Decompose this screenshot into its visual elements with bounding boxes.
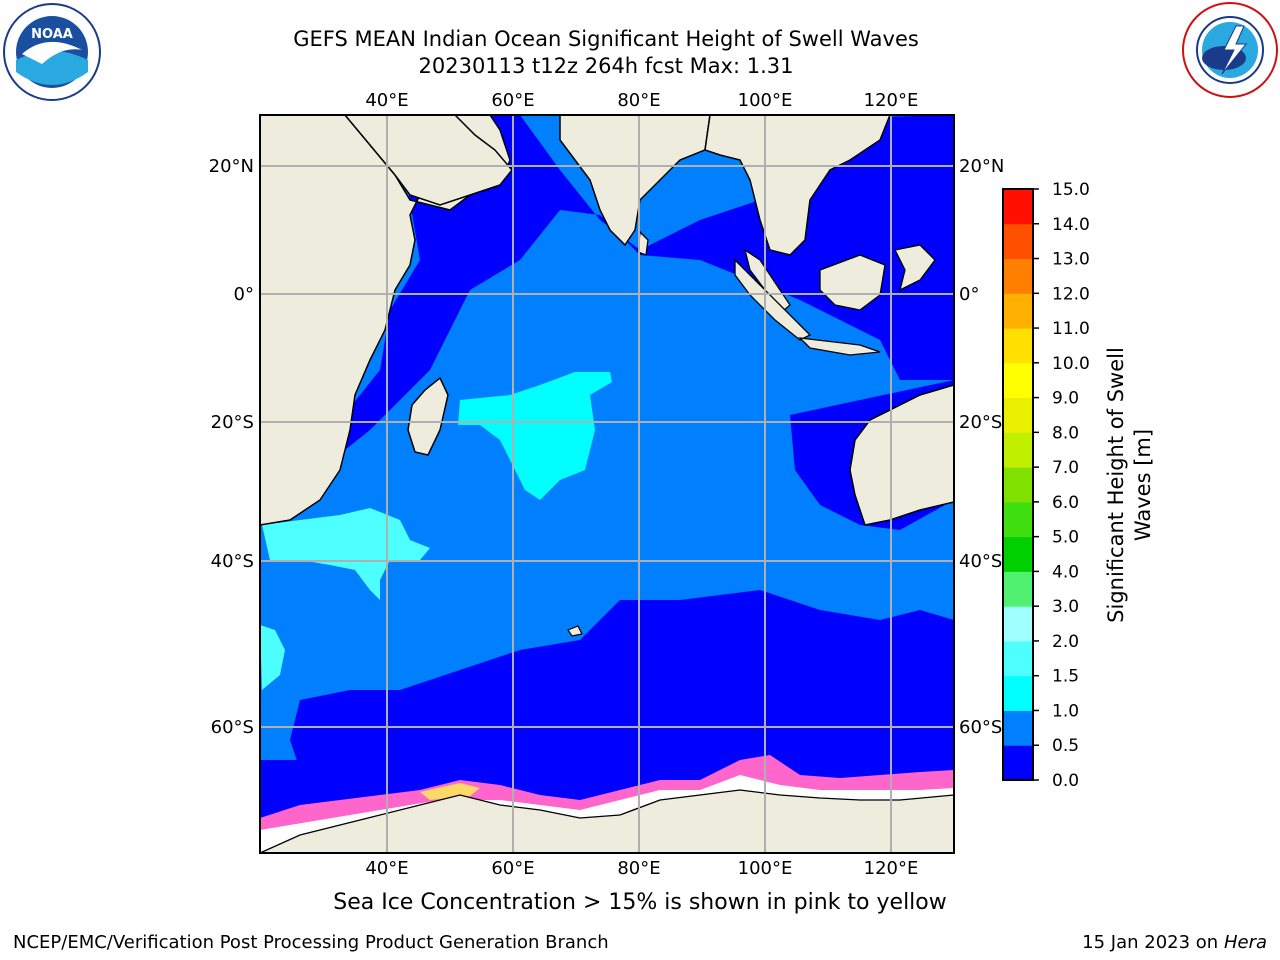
land-india	[559, 115, 711, 247]
footer-host: Hera	[1223, 932, 1267, 953]
lon-tick-bottom: 60°E	[491, 858, 534, 879]
footer-credit: NCEP/EMC/Verification Post Processing Pr…	[13, 932, 609, 953]
lon-tick-bottom: 80°E	[617, 858, 660, 879]
svg-text:NOAA: NOAA	[31, 27, 73, 42]
colorbar-tick-label: 0.0	[1052, 771, 1079, 791]
colorbar-tick-label: 3.0	[1052, 597, 1079, 617]
land-australia	[849, 384, 954, 526]
lon-tick-top: 120°E	[864, 90, 919, 111]
colorbar-band	[1003, 710, 1033, 746]
colorbar-tick-label: 6.0	[1052, 493, 1079, 513]
colorbar-tick-label: 4.0	[1052, 562, 1079, 582]
swell-band-0-0.5-south	[290, 590, 954, 810]
colorbar-band	[1003, 467, 1033, 503]
land-madagascar	[407, 376, 449, 456]
map-plot-area	[260, 115, 954, 853]
land-eastern-islands	[894, 244, 936, 292]
map-frame	[259, 114, 955, 854]
colorbar-tick-label: 5.0	[1052, 528, 1079, 548]
colorbar-band	[1003, 362, 1033, 399]
colorbar-band	[1003, 536, 1033, 572]
colorbar-band	[1003, 606, 1033, 642]
lat-tick-right: 20°N	[959, 156, 1004, 177]
colorbar-tick-label: 15.0	[1052, 180, 1090, 200]
colorbar-band	[1003, 397, 1033, 433]
colorbar-label-line1: Significant Height of Swell	[1104, 347, 1128, 623]
lat-tick-left: 0°	[234, 284, 254, 305]
lon-tick-bottom: 100°E	[738, 858, 793, 879]
footer-date-text: 15 Jan 2023 on	[1082, 932, 1224, 953]
swell-band-1.0-1.5-central	[458, 372, 612, 500]
map-gridlines	[260, 115, 954, 853]
colorbar-tick-label: 7.0	[1052, 458, 1079, 478]
colorbar-band	[1003, 293, 1033, 329]
colorbar-tick-label: 9.0	[1052, 389, 1079, 409]
colorbar-band	[1003, 640, 1033, 677]
colorbar-label-line2: Waves [m]	[1131, 429, 1155, 541]
colorbar-tick-label: 1.0	[1052, 701, 1079, 721]
chart-title: GEFS MEAN Indian Ocean Significant Heigh…	[293, 27, 919, 51]
colorbar-tick-label: 0.5	[1052, 736, 1079, 756]
colorbar-tick-label: 11.0	[1052, 319, 1090, 339]
colorbar-tick-label: 13.0	[1052, 250, 1090, 270]
colorbar-band	[1003, 328, 1033, 364]
colorbar-band	[1003, 432, 1033, 468]
sea-ice-edge	[260, 755, 954, 840]
colorbar-band	[1003, 571, 1033, 607]
land-malay-peninsula	[743, 248, 791, 313]
lat-tick-right: 40°S	[959, 551, 1002, 572]
colorbar-band	[1003, 745, 1033, 781]
colorbar-band	[1003, 223, 1033, 260]
sea-ice-caption: Sea Ice Concentration > 15% is shown in …	[333, 890, 947, 915]
colorbar-band	[1003, 258, 1033, 294]
colorbar-band	[1003, 189, 1033, 225]
lon-tick-bottom: 40°E	[365, 858, 408, 879]
land-kerguelen	[567, 625, 583, 637]
colorbar-tick-label: 1.5	[1052, 667, 1079, 687]
colorbar	[1003, 189, 1033, 781]
footer-date: 15 Jan 2023 on Hera	[1082, 932, 1267, 953]
chart-subtitle: 20230113 t12z 264h fcst Max: 1.31	[418, 54, 794, 78]
lat-tick-right: 20°S	[959, 412, 1002, 433]
lat-tick-left: 60°S	[211, 717, 254, 738]
land-southeast-asia	[704, 115, 891, 256]
lat-tick-right: 0°	[959, 284, 979, 305]
lat-tick-left: 20°S	[211, 412, 254, 433]
colorbar-tick-label: 8.0	[1052, 423, 1079, 443]
lon-tick-top: 100°E	[738, 90, 793, 111]
lat-tick-left: 40°S	[211, 551, 254, 572]
land-java	[798, 337, 881, 356]
nws-logo-icon	[1180, 0, 1280, 100]
colorbar-band	[1003, 675, 1033, 711]
lon-tick-top: 40°E	[365, 90, 408, 111]
colorbar-band	[1003, 501, 1033, 538]
lon-tick-bottom: 120°E	[864, 858, 919, 879]
swell-band-0-0.5-north-west	[340, 115, 954, 450]
colorbar-tick-label: 2.0	[1052, 632, 1079, 652]
colorbar-tick-label: 12.0	[1052, 284, 1090, 304]
lon-tick-top: 80°E	[617, 90, 660, 111]
land-borneo	[819, 254, 886, 311]
lat-tick-right: 60°S	[959, 717, 1002, 738]
colorbar-tick-label: 14.0	[1052, 215, 1090, 235]
colorbar-tick-label: 10.0	[1052, 354, 1090, 374]
colorbar-frame	[1002, 188, 1034, 781]
noaa-logo-icon: NOAA	[2, 2, 102, 102]
swell-band-1.0-1.5-far-southwest	[260, 625, 285, 690]
lon-tick-top: 60°E	[491, 90, 534, 111]
lat-tick-left: 20°N	[209, 156, 254, 177]
